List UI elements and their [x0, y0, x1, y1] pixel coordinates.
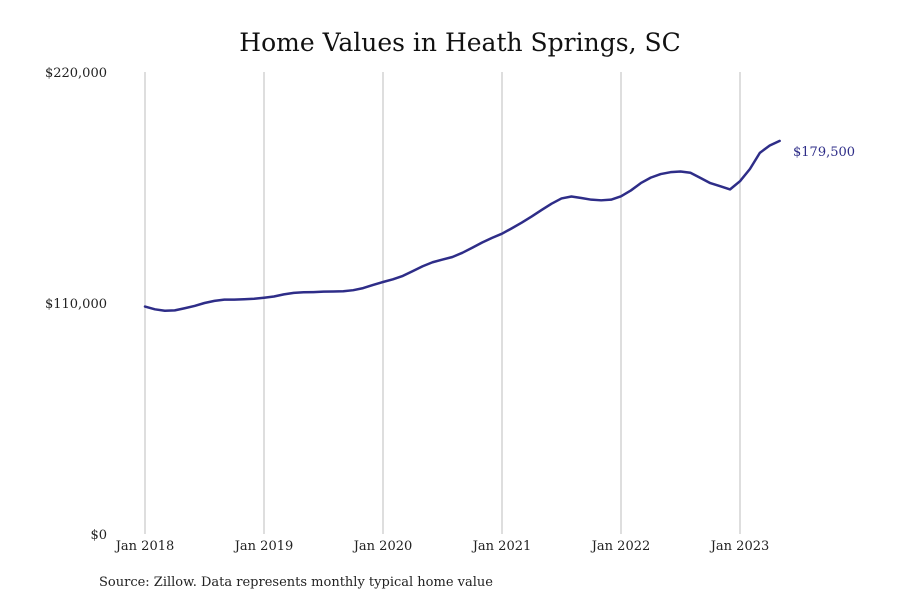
source-note: Source: Zillow. Data represents monthly …: [99, 575, 493, 590]
chart-title: Home Values in Heath Springs, SC: [239, 28, 680, 57]
x-tick-label: Jan 2023: [709, 539, 770, 554]
x-tick-label: Jan 2021: [471, 539, 532, 554]
y-tick-label: $0: [90, 528, 107, 543]
x-tick-label: Jan 2019: [233, 539, 294, 554]
gridlines: [144, 72, 741, 534]
end-value-label: $179,500: [793, 145, 855, 160]
y-tick-label: $220,000: [45, 66, 107, 81]
y-tick-label: $110,000: [45, 297, 107, 312]
series-line: [143, 139, 781, 313]
x-axis-ticks: Jan 2018 Jan 2019 Jan 2020 Jan 2021 Jan 2022…: [114, 539, 770, 554]
y-axis-ticks: $0 $110,000 $220,000: [45, 66, 107, 543]
x-tick-label: Jan 2022: [590, 539, 651, 554]
x-tick-label: Jan 2020: [352, 539, 413, 554]
x-tick-label: Jan 2018: [114, 539, 175, 554]
